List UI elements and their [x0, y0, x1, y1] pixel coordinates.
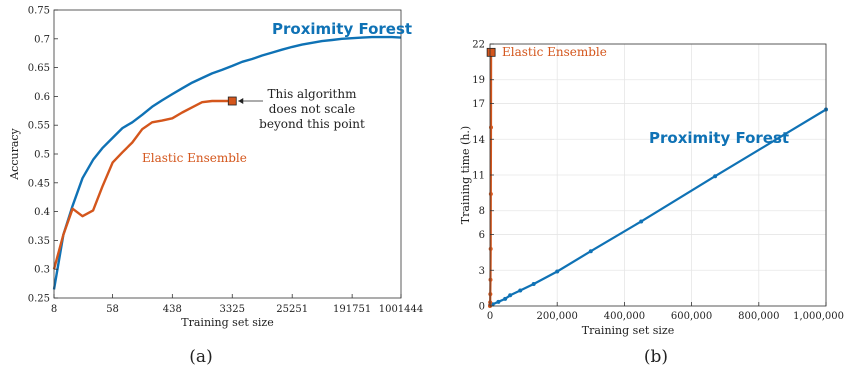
arrow-head	[238, 98, 244, 105]
y-tick-label: 3	[479, 266, 485, 277]
y-ticks: 0 3 6 8 11 14 17 19 22	[472, 40, 494, 313]
y-tick-label: 11	[472, 171, 485, 182]
end-point-marker	[486, 47, 496, 57]
y-tick-label: 0.7	[34, 34, 50, 45]
y-tick-label: 0.4	[34, 207, 50, 218]
data-point	[503, 296, 508, 301]
y-tick-label: 0.35	[28, 236, 50, 247]
series-label-proximity-forest: Proximity Forest	[272, 20, 412, 38]
annotation-line: beyond this point	[259, 117, 365, 131]
data-point	[508, 293, 513, 298]
data-point	[488, 277, 493, 282]
y-tick-label: 8	[479, 206, 485, 217]
panel-label: (a)	[189, 347, 212, 367]
x-tick-label: 800,000	[738, 311, 779, 322]
chart-accuracy: 8 58 438 3325 25251 191751 1001444 0.25 0.3 0.35…	[8, 6, 423, 368]
series-label-elastic-ensemble: Elastic Ensemble	[502, 45, 607, 59]
y-tick-label: 6	[479, 230, 485, 241]
y-tick-label: 0.3	[34, 265, 50, 276]
data-point	[555, 269, 560, 274]
x-tick-label: 438	[163, 304, 182, 315]
grid	[489, 43, 827, 307]
x-tick-label: 25251	[276, 304, 308, 315]
panel-label: (b)	[644, 347, 668, 367]
y-tick-label: 17	[472, 99, 485, 110]
series-line-proximity-forest	[52, 35, 402, 290]
y-tick-label: 0.55	[28, 121, 50, 132]
series-group	[52, 35, 402, 290]
x-tick-label: 8	[51, 304, 57, 315]
series-label-proximity-forest: Proximity Forest	[649, 129, 789, 147]
data-point	[518, 288, 523, 293]
data-point	[588, 249, 593, 254]
x-tick-label: 600,000	[671, 311, 712, 322]
x-tick-label: 3325	[220, 304, 245, 315]
data-point	[488, 246, 493, 251]
series-group	[486, 47, 828, 308]
annotation-line: This algorithm	[268, 87, 358, 101]
data-point	[713, 174, 718, 179]
y-tick-label: 0.65	[28, 63, 50, 74]
series-line-elastic-ensemble	[52, 99, 233, 270]
end-point-marker	[227, 96, 237, 106]
x-axis-label: Training set size	[181, 316, 273, 329]
x-tick-label: 0	[487, 311, 493, 322]
y-axis-label: Accuracy	[8, 127, 21, 180]
data-point	[531, 281, 536, 286]
y-tick-label: 22	[472, 40, 485, 51]
x-tick-label: 400,000	[604, 311, 645, 322]
y-tick-label: 0.25	[28, 294, 50, 305]
data-point	[496, 299, 501, 304]
chart-training-time: 0 200,000 400,000 600,000 800,000 1,000,000 0…	[459, 40, 844, 368]
annotation: This algorithm does not scale beyond thi…	[238, 87, 365, 131]
y-tick-label: 0.75	[28, 6, 50, 17]
series-label-elastic-ensemble: Elastic Ensemble	[142, 151, 247, 165]
y-tick-label: 19	[472, 75, 485, 86]
x-ticks: 0 200,000 400,000 600,000 800,000 1,000,000	[487, 302, 844, 322]
x-axis-label: Training set size	[582, 324, 674, 337]
y-tick-label: 14	[472, 135, 485, 146]
y-tick-label: 0.6	[34, 92, 50, 103]
y-axis-label: Training time (h.)	[459, 126, 472, 224]
y-ticks: 0.25 0.3 0.35 0.4 0.45 0.5 0.55 0.6 0.65 0.7 0.75	[28, 6, 58, 305]
y-tick-label: 0	[479, 302, 485, 313]
x-tick-label: 191751	[333, 304, 371, 315]
x-tick-label: 1,000,000	[793, 311, 844, 322]
data-point	[488, 192, 493, 197]
y-tick-label: 0.45	[28, 178, 50, 189]
x-tick-label: 58	[106, 304, 119, 315]
x-tick-label: 200,000	[537, 311, 578, 322]
x-tick-label: 1001444	[379, 304, 424, 315]
data-point	[639, 219, 644, 224]
x-ticks: 8 58 438 3325 25251 191751 1001444	[51, 294, 423, 315]
annotation-line: does not scale	[269, 102, 356, 116]
y-tick-label: 0.5	[34, 150, 50, 161]
